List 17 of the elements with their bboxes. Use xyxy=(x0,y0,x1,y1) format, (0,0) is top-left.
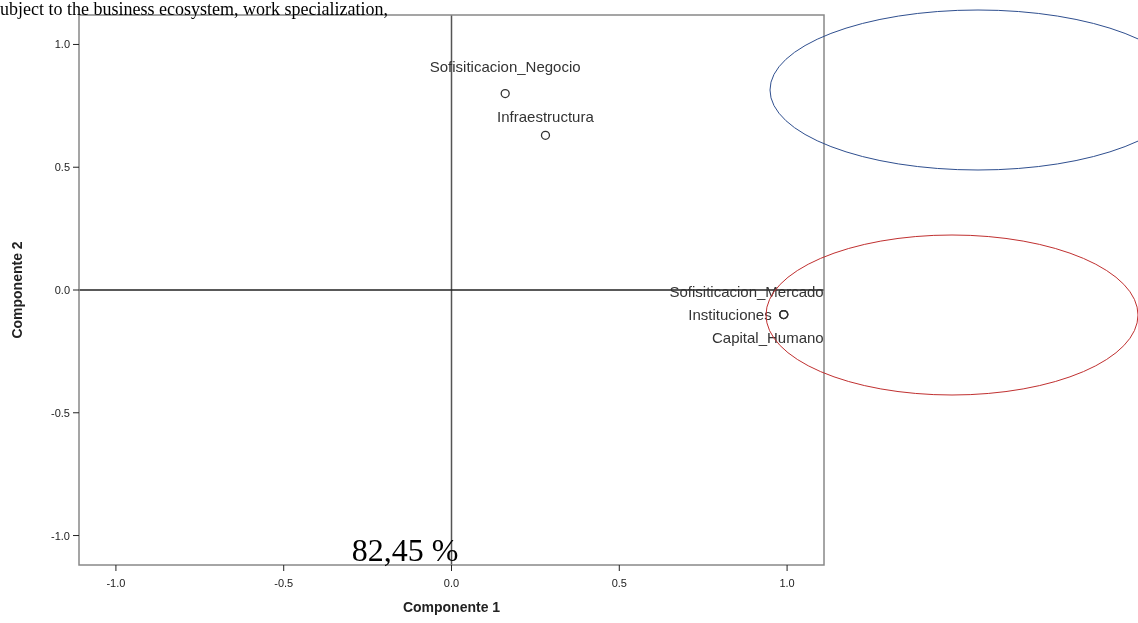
y-tick-label: -1.0 xyxy=(51,529,70,542)
point xyxy=(500,88,510,99)
y-axis-title: Componente 2 xyxy=(9,241,25,339)
x-tick-label: -0.5 xyxy=(274,577,294,589)
x-tick-label: 1.0 xyxy=(779,577,795,589)
x-tick-label: 0.5 xyxy=(611,577,627,589)
x-tick-label: 0.0 xyxy=(443,577,460,589)
x-tick-label: -1.0 xyxy=(106,577,126,589)
y-tick-label: 0.5 xyxy=(54,161,70,174)
y-tick-label: 0.0 xyxy=(54,284,70,296)
y-tick-label: 1.0 xyxy=(54,38,70,51)
annotation: Capital_Humano xyxy=(712,328,824,346)
x-axis-title: Componente 1 xyxy=(402,599,501,615)
point xyxy=(540,130,551,140)
annotation: Infraestructura xyxy=(497,108,595,126)
y-tick-label: -0.5 xyxy=(51,406,70,419)
annotation: ubject to the business ecosystem, work specialization, xyxy=(0,0,388,19)
